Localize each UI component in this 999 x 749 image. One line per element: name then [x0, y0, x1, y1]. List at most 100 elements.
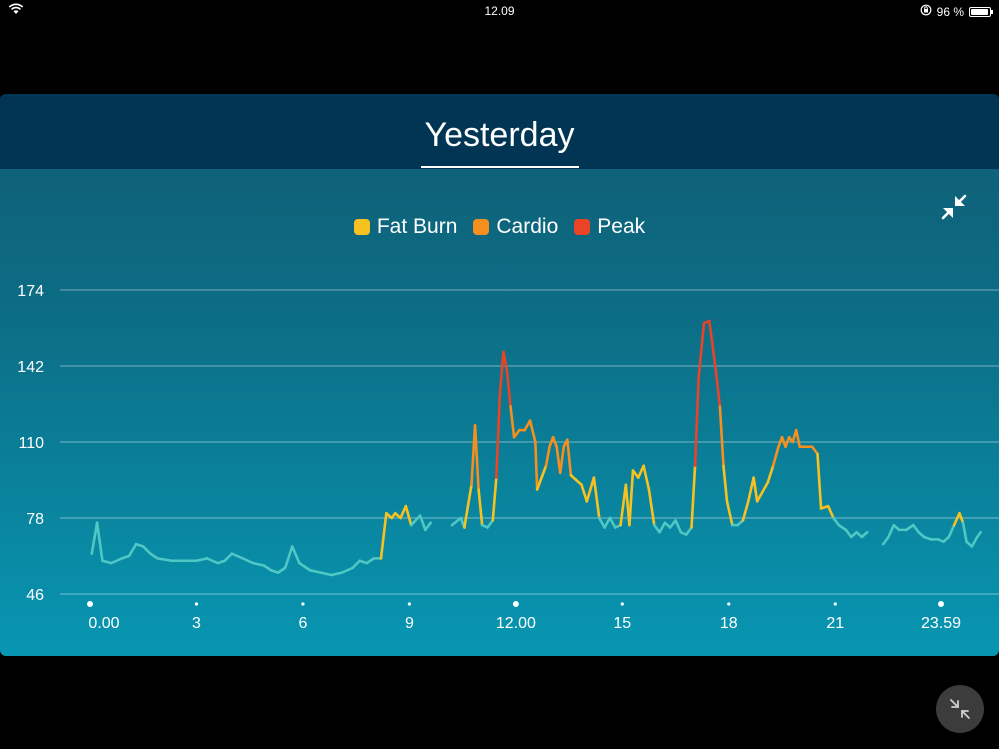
- series-line-segment: [975, 530, 983, 539]
- series-line-segment: [642, 464, 651, 491]
- x-tick-label: 9: [405, 615, 414, 632]
- series-line-segment: [725, 500, 734, 527]
- series-line-segment: [534, 440, 539, 491]
- x-tick-dot: [512, 601, 519, 607]
- series-line-segment: [424, 521, 432, 532]
- x-tick-label: 15: [613, 615, 631, 632]
- minimize-icon: [950, 699, 970, 719]
- legend-swatch-peak: [574, 219, 591, 235]
- legend-label-cardio: Cardio: [496, 215, 559, 238]
- series-line-segment: [844, 528, 853, 539]
- x-tick-label: 0.00: [88, 615, 119, 632]
- series-line-segment: [690, 464, 697, 529]
- series-line-segment: [707, 319, 715, 349]
- battery-percent: 96 %: [936, 4, 964, 19]
- series-line-segment: [658, 521, 667, 534]
- series-line-segment: [784, 435, 791, 449]
- series-line-segment: [860, 530, 869, 539]
- series-line-segment: [195, 557, 209, 563]
- series-line-segment: [95, 521, 104, 563]
- chart-legend: Fat Burn Cardio Peak: [0, 215, 999, 239]
- series-line-segment: [101, 559, 113, 565]
- series-line-segment: [766, 464, 775, 484]
- series-line-segment: [498, 350, 505, 396]
- series-line-segment: [580, 483, 589, 503]
- series-line-segment: [761, 481, 770, 494]
- series-line-segment: [697, 321, 706, 380]
- series-line-segment: [603, 516, 612, 529]
- series-line-segment: [251, 561, 266, 567]
- series-line-segment: [262, 564, 273, 572]
- battery-level: [971, 8, 989, 15]
- y-tick-label: 142: [17, 359, 44, 376]
- legend-item-cardio: Cardio: [473, 215, 558, 239]
- series-line-segment: [491, 476, 498, 522]
- legend-label-peak: Peak: [597, 215, 646, 238]
- x-tick-dot: [194, 602, 199, 606]
- series-line-segment: [241, 557, 255, 565]
- series-line-segment: [718, 405, 725, 468]
- series-line-segment: [509, 405, 516, 439]
- collapse-arrows-icon[interactable]: [938, 191, 970, 223]
- x-tick-dot: [620, 602, 624, 606]
- x-tick-dot: [407, 602, 411, 606]
- series-line-segment: [647, 488, 656, 527]
- series-line-segment: [566, 438, 573, 477]
- series-line-segment: [544, 445, 551, 468]
- series-line-segment: [528, 419, 537, 444]
- minimize-button[interactable]: [936, 685, 984, 733]
- series-line-segment: [551, 435, 558, 449]
- series-line-segment: [109, 557, 124, 565]
- series-line-segment: [330, 571, 344, 577]
- legend-label-fat-burn: Fat Burn: [376, 215, 458, 238]
- series-line-segment: [558, 445, 566, 475]
- series-line-segment: [961, 521, 968, 544]
- series-line-segment: [755, 490, 764, 503]
- series-line-segment: [837, 523, 848, 532]
- series-line-segment: [608, 516, 617, 529]
- series-line-segment: [628, 469, 635, 527]
- series-line-segment: [826, 504, 835, 520]
- series-line-segment: [952, 511, 961, 527]
- series-line-segment: [90, 521, 99, 555]
- series-line-segment: [597, 516, 606, 529]
- series-line-segment: [404, 504, 413, 527]
- heart-rate-chart: 46 78 110 142 174 0.00 3 6 9 12.00 15 18 21 23.59: [17, 283, 999, 632]
- status-bar: 12.09 96 %: [0, 0, 999, 22]
- series-line-segment: [881, 535, 890, 546]
- series-line-segment: [741, 500, 750, 522]
- series-line-segment: [887, 523, 896, 539]
- x-tick-label: 6: [298, 615, 307, 632]
- x-tick-label: 3: [192, 615, 201, 632]
- series-line-segment: [298, 561, 312, 572]
- y-tick-label: 46: [26, 587, 44, 604]
- series-line-segment: [205, 557, 220, 565]
- series-line-segment: [693, 376, 700, 468]
- x-tick-label: 23.59: [921, 615, 961, 632]
- series-line-segment: [379, 511, 388, 560]
- x-tick-label: 21: [826, 615, 844, 632]
- series-line-segment: [535, 473, 544, 491]
- series-line-segment: [715, 374, 722, 408]
- series-line-segment: [505, 369, 512, 408]
- series-line-segment: [794, 428, 802, 449]
- legend-item-fat-burn: Fat Burn: [353, 215, 458, 239]
- series-line-segment: [752, 476, 759, 503]
- series-line-segment: [486, 519, 495, 529]
- legend-swatch-fat-burn: [353, 219, 370, 235]
- title-underline: [421, 166, 579, 168]
- page-title[interactable]: Yesterday: [424, 116, 575, 154]
- x-tick-dot: [938, 601, 944, 607]
- series-line-segment: [810, 445, 819, 456]
- status-time: 12.09: [484, 4, 515, 18]
- x-tick-label: 12.00: [496, 615, 536, 632]
- series-line-segment: [276, 566, 287, 574]
- x-tick-dot: [87, 601, 93, 607]
- series-line-segment: [958, 511, 965, 525]
- series-line-segment: [541, 464, 548, 477]
- series-line-segment: [141, 545, 152, 555]
- series-line-segment: [502, 350, 509, 373]
- series-line-segment: [223, 552, 234, 563]
- series-line-segment: [495, 393, 502, 479]
- series-line-segment: [149, 552, 159, 560]
